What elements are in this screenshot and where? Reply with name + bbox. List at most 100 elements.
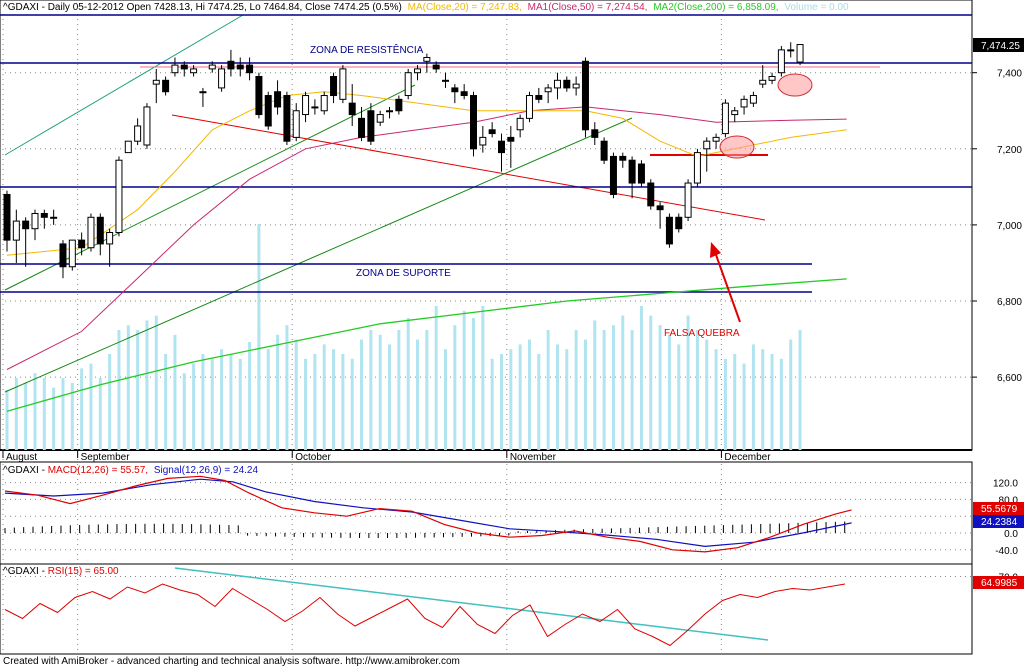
volume-bar (42, 378, 46, 450)
false-break-arrow-head (710, 242, 721, 258)
macd-value-badge-text: 55.5679 (981, 504, 1018, 515)
volume-bar (499, 354, 503, 450)
volume-bar (789, 339, 793, 450)
volume-bar (742, 363, 746, 450)
rsi-value-badge: 64.9985 (973, 576, 1024, 589)
volume-bar (61, 378, 65, 450)
candle-up (302, 95, 310, 116)
volume-spike-bar (257, 224, 261, 450)
month-label: September (81, 452, 131, 463)
rsi-trendline (174, 567, 769, 641)
candle-up (414, 68, 422, 74)
volume-bar (518, 344, 522, 450)
candle-down (600, 140, 608, 161)
macd-y-tick-label: -40.0 (995, 546, 1018, 557)
macd-series (4, 475, 852, 553)
month-label: November (510, 452, 557, 463)
macd-panel-header: ^GDAXI - MACD(12,26) = 55.57, Signal(12,… (3, 465, 258, 476)
candle-down (563, 79, 571, 89)
volume-bar (24, 382, 28, 450)
volume-bar (695, 330, 699, 450)
candle-down (283, 95, 291, 142)
candle-down (264, 95, 272, 127)
macd-value-badge: 55.5679 (973, 502, 1024, 515)
candle-down (3, 193, 11, 241)
upper-channel-line (4, 14, 244, 156)
candle-down (96, 216, 104, 245)
candle-down (274, 91, 282, 108)
candle-up (339, 68, 347, 100)
candle-up (703, 140, 711, 150)
candle-up (525, 95, 533, 119)
volume-bar (5, 390, 9, 450)
volume-bar (481, 306, 485, 450)
candle-up (749, 95, 757, 104)
volume-bar (136, 330, 140, 450)
volume-bar (332, 349, 336, 450)
volume-bar (108, 354, 112, 450)
volume-bar (462, 310, 466, 450)
candle-down (507, 136, 515, 142)
resistance-test-circle (777, 73, 813, 97)
volume-bar (154, 315, 158, 450)
volume-header-label: Volume = 0.00 (784, 2, 849, 13)
candle-down (665, 216, 673, 245)
volume-bar (723, 358, 727, 450)
macd-header-prefix: ^GDAXI - (3, 465, 48, 476)
last-price-badge: 7,474.25 (973, 38, 1024, 52)
volume-bar (602, 330, 606, 450)
macd-panel-frame (0, 461, 973, 565)
candle-up (376, 114, 384, 123)
candle-up (320, 95, 328, 112)
volume-bar (350, 358, 354, 450)
volume-bar (565, 349, 569, 450)
volume-bar (220, 349, 224, 450)
price-header-text: ^GDAXI - Daily 05-12-2012 Open 7428.13, … (3, 2, 402, 13)
lower-channel-line (4, 117, 633, 393)
candle-down (535, 95, 543, 100)
footer-credit: Created with AmiBroker - advanced charti… (3, 656, 460, 667)
rsi-line (4, 583, 846, 647)
candle-down (497, 140, 505, 154)
candle-up (218, 68, 226, 89)
candle-up (731, 110, 739, 116)
volume-bar (173, 334, 177, 450)
month-label: August (6, 452, 37, 463)
candle-up (721, 102, 729, 135)
volume-bar (313, 354, 317, 450)
descending-trendline (171, 114, 766, 221)
candle-down (330, 76, 338, 97)
volume-bar (425, 330, 429, 450)
volume-bar (611, 325, 615, 450)
candle-up (386, 110, 394, 113)
volume-bar (14, 378, 18, 450)
candle-down (348, 102, 356, 116)
signal-header-label: Signal(12,26,9) = 24.24 (154, 465, 259, 476)
volume-bar (33, 373, 37, 450)
volume-bar (639, 306, 643, 450)
volume-bar (509, 349, 513, 450)
candle-up (143, 106, 151, 146)
volume-bar (341, 354, 345, 450)
volume-bar (472, 318, 475, 450)
candle-up (124, 140, 132, 154)
candle-down (619, 155, 627, 161)
volume-bar (779, 358, 783, 450)
volume-bar (621, 315, 625, 450)
volume-bar (126, 325, 130, 450)
volume-bar (201, 354, 205, 450)
volume-bar (630, 330, 634, 450)
candle-up (712, 136, 720, 142)
candle-down (581, 60, 589, 131)
candle-up (68, 239, 76, 268)
false-break-arrow-shaft (714, 251, 741, 323)
candle-down (591, 129, 599, 138)
macd-header-label: MACD(12,26) = 55.57, (48, 465, 148, 476)
candlesticks (3, 42, 804, 279)
volume-bar (583, 339, 587, 450)
price-y-tick-label: 7,200 (997, 145, 1022, 156)
candle-up (684, 182, 692, 218)
volume-bar (686, 315, 690, 450)
candle-down (395, 98, 403, 112)
